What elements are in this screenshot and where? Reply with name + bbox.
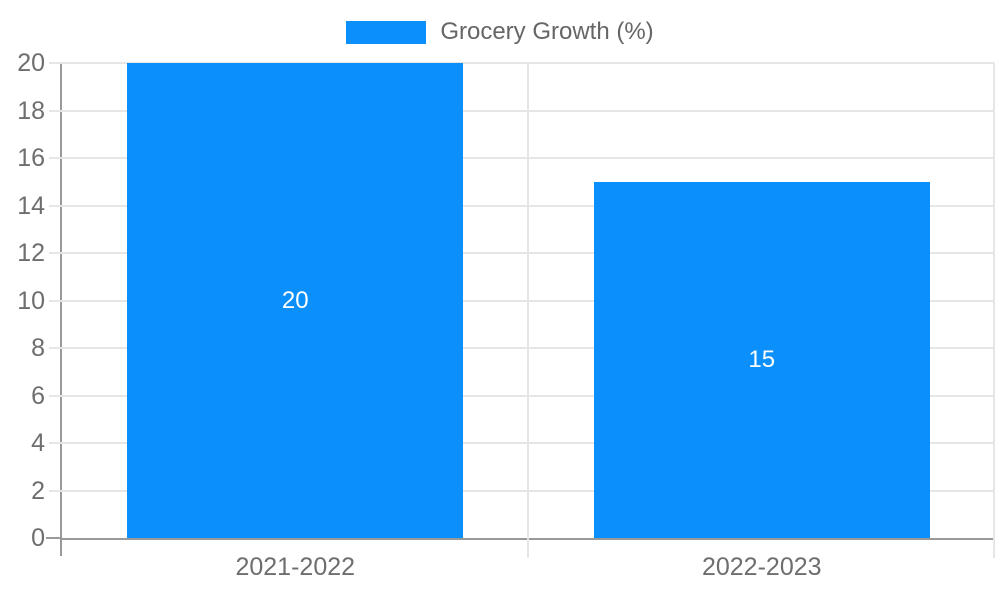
gridline-y-8 [49,347,995,349]
x-axis-category-label: 2021-2022 [235,553,356,581]
legend-item[interactable]: Grocery Growth (%) [0,19,1000,45]
y-axis-tick-label: 2 [31,476,45,505]
y-axis-tick-extension [60,538,62,556]
gridline-x-boundary [526,63,529,558]
y-axis-tick-label: 8 [31,334,45,362]
x-axis-category-label: 2022-2023 [701,553,822,581]
gridline-y-12 [49,252,995,254]
gridline-y-20 [49,62,995,64]
y-axis-tick-label: 4 [31,429,45,457]
bar-2021-2022[interactable]: 20 [127,63,464,538]
zero-tick [46,537,60,539]
bar-value-label: 20 [281,286,309,314]
gridline-y-4 [49,442,995,444]
plot-area: 20 15 [46,62,995,558]
gridline-y-6 [49,394,995,397]
gridline-y-14 [49,204,995,207]
gridline-y-2 [49,489,995,492]
y-axis-tick-label: 14 [17,191,45,220]
y-axis-tick-label: 6 [31,381,45,410]
y-axis-tick-label: 20 [17,49,45,77]
legend-swatch [346,20,427,44]
bar-value-label: 15 [748,345,776,373]
y-axis-tick-label: 12 [17,239,45,267]
y-axis-tick-label: 10 [17,286,45,315]
bar-2022-2023[interactable]: 15 [593,181,930,538]
y-axis-tick-label: 16 [17,144,45,172]
gridline-y-16 [49,157,995,159]
y-axis-tick-label: 0 [31,524,45,552]
plot-right-border [993,63,995,558]
legend-label: Grocery Growth (%) [440,18,654,45]
gridline-y-18 [49,109,995,112]
gridline-y-10 [49,299,995,302]
y-axis-tick-label: 18 [17,96,45,125]
